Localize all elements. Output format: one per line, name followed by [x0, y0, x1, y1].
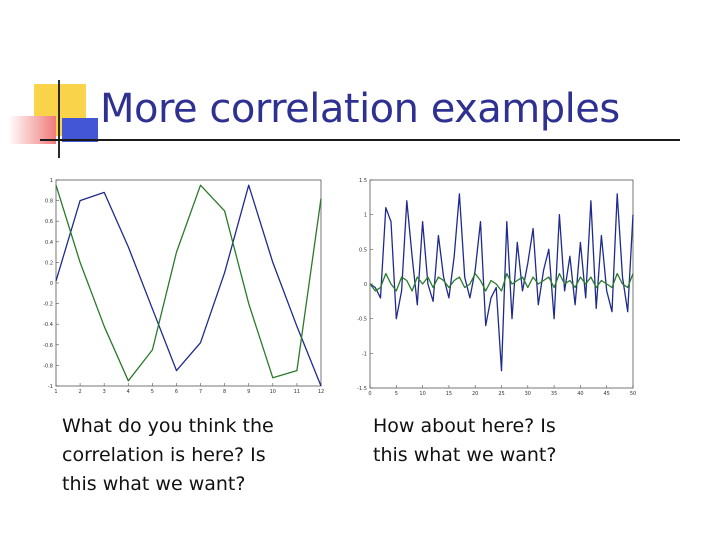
title-divider: [40, 139, 680, 141]
right-chart-x-tick-label: 5: [395, 391, 398, 397]
slide-title: More correlation examples: [100, 86, 620, 132]
left-chart-y-tick-label: -0.2: [43, 302, 53, 308]
left-chart-y-tick-label: 0: [50, 281, 53, 287]
right-chart-y-tick-label: -1: [362, 351, 367, 357]
left-chart-y-tick-label: -0.4: [43, 322, 53, 328]
left-chart-x-tick-label: 5: [151, 389, 154, 395]
left-chart-y-tick-label: 1: [50, 178, 53, 184]
left-chart-x-tick-label: 8: [223, 389, 226, 395]
left-chart-y-tick-label: -0.8: [43, 363, 53, 369]
left-chart-y-tick-label: 0.4: [45, 240, 53, 246]
caption-right-line: How about here? Is: [373, 415, 556, 437]
caption-right-line: this what we want?: [373, 444, 557, 466]
right-chart-x-tick-label: 20: [472, 391, 478, 397]
left-chart-y-tick-label: -1: [48, 384, 53, 390]
right-chart-y-tick-label: 0.5: [359, 247, 367, 253]
left-chart-y-tick-label: 0.6: [45, 219, 53, 225]
deco-vertical-line: [58, 80, 60, 158]
right-chart-x-tick-label: 15: [446, 391, 452, 397]
left-chart-y-tick-label: -0.6: [43, 343, 53, 349]
caption-left-line: this what we want?: [62, 473, 246, 495]
left-chart-x-tick-label: 1: [54, 389, 57, 395]
right-chart-x-tick-label: 0: [368, 391, 371, 397]
right-chart-x-tick-label: 50: [630, 391, 636, 397]
chart-right-noisy-signals: 1.510.50-0.5-1-1.50 5 10 15 20 25 30 35 40 45 50: [357, 178, 636, 397]
left-chart-x-tick-label: 9: [247, 389, 250, 395]
left-chart-x-tick-label: 10: [270, 389, 276, 395]
right-chart-x-tick-label: 40: [577, 391, 583, 397]
left-chart-y-tick-label: 0.8: [45, 199, 53, 205]
right-chart-x-tick-label: 25: [498, 391, 504, 397]
left-chart-x-tick-label: 4: [127, 389, 130, 395]
left-chart-x-tick-label: 3: [103, 389, 106, 395]
right-chart-y-tick-label: 0: [364, 282, 367, 288]
caption-left: What do you think the correlation is her…: [62, 412, 274, 499]
caption-right: How about here? Is this what we want?: [373, 412, 556, 470]
right-chart-x-tick-label: 30: [525, 391, 531, 397]
left-chart-series-line-2: [55, 184, 322, 382]
right-chart-series-line-2: [369, 272, 634, 292]
right-chart-y-tick-label: 1: [364, 213, 367, 219]
caption-left-line: correlation is here? Is: [62, 444, 266, 466]
left-chart-x-tick-label: 2: [78, 389, 81, 395]
deco-blue-square: [62, 118, 98, 142]
right-chart-y-tick-label: -1.5: [357, 386, 367, 392]
left-chart-x-tick-label: 6: [175, 389, 178, 395]
right-chart-series-line-1: [369, 193, 634, 372]
right-chart-x-tick-label: 35: [551, 391, 557, 397]
left-chart-x-tick-label: 11: [294, 389, 300, 395]
left-chart-x-tick-label: 7: [199, 389, 202, 395]
left-chart-series-line-1: [55, 184, 322, 387]
right-chart-x-tick-label: 10: [419, 391, 425, 397]
left-chart-x-tick-label: 12: [318, 389, 324, 395]
chart-left-sinusoids: 10.80.60.40.20-0.2-0.4-0.6-0.8-11 2 3 4 5 6 7 8…: [43, 178, 324, 395]
left-chart-y-tick-label: 0.2: [45, 260, 53, 266]
right-chart-y-tick-label: -0.5: [357, 317, 367, 323]
caption-left-line: What do you think the: [62, 415, 274, 437]
right-chart-y-tick-label: 1.5: [359, 178, 367, 184]
right-chart-x-tick-label: 45: [604, 391, 610, 397]
